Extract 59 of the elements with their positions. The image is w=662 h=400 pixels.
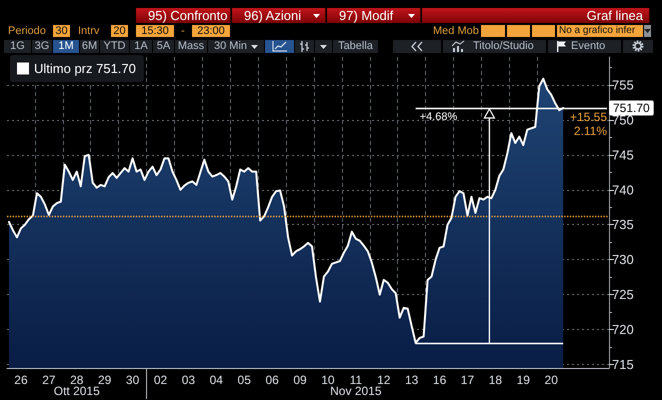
- text: Nov 2015: [330, 384, 382, 398]
- annotation: +4.68%: [420, 111, 458, 124]
- text: 15:30: [136, 24, 174, 37]
- y-tick-label: 745: [612, 147, 634, 162]
- text: Titolo/Studio: [443, 40, 546, 53]
- x-tick-label: 16: [432, 373, 447, 387]
- text: Ott 2015: [54, 384, 100, 398]
- text: -: [180, 24, 186, 37]
- y-tick-label: 725: [612, 287, 634, 302]
- text: 30: [53, 24, 70, 37]
- y-tick-label: 715: [612, 357, 634, 372]
- x-tick-label: 10: [321, 373, 335, 387]
- x-tick-label: 19: [516, 373, 530, 387]
- text: YTD: [100, 40, 129, 53]
- x-tick-label: 27: [42, 373, 56, 387]
- annotation: 2.11%: [574, 124, 608, 138]
- text: Mass: [175, 40, 207, 53]
- x-tick-label: 09: [293, 373, 308, 387]
- text: Intrv: [78, 24, 100, 37]
- x-tick-label: 05: [238, 373, 252, 387]
- x-tick-label: 11: [350, 373, 362, 387]
- text: 97) Modif: [327, 8, 421, 23]
- text: 1G: [4, 40, 31, 53]
- text: 1M: [53, 40, 79, 53]
- annotation: +15.55: [570, 110, 608, 124]
- x-tick-label: 12: [377, 373, 391, 387]
- text: 23:00: [192, 24, 230, 37]
- x-tick-label: 17: [460, 373, 474, 387]
- x-tick-label: 04: [210, 373, 224, 387]
- text: 30 Min: [208, 40, 264, 53]
- text: 96) Azioni: [232, 8, 326, 23]
- text: No a grafico infer: [557, 25, 643, 37]
- y-tick-label: 720: [612, 322, 634, 338]
- x-tick-label: 29: [98, 373, 112, 387]
- text: 95) Confronto: [136, 8, 231, 23]
- y-tick-label: 740: [612, 182, 634, 198]
- text: 3G: [32, 40, 52, 53]
- y-tick-label: 755: [612, 77, 634, 92]
- text: Evento: [548, 40, 621, 53]
- x-tick-label: 28: [70, 373, 84, 387]
- text: Graf linea: [422, 8, 650, 23]
- x-tick-label: 06: [265, 373, 280, 387]
- x-tick-label: 30: [126, 373, 140, 387]
- y-tick-label: 735: [612, 217, 634, 232]
- text: 20: [111, 24, 128, 37]
- x-tick-label: 20: [544, 373, 558, 387]
- x-tick-label: 18: [488, 373, 502, 387]
- text: Tabella: [333, 40, 378, 53]
- x-tick-label: 26: [14, 373, 28, 387]
- text: 5A: [153, 40, 174, 53]
- text: Med Mob: [433, 24, 479, 37]
- y-tick-label: 730: [612, 252, 634, 268]
- text: 6M: [80, 40, 99, 53]
- x-tick-label: 02: [154, 373, 168, 387]
- text: Periodo: [8, 24, 47, 37]
- x-tick-label: 13: [404, 373, 419, 387]
- x-tick-label: 03: [182, 373, 196, 387]
- legend-label: Ultimo prz 751.70: [34, 61, 136, 76]
- text: 1A: [130, 40, 152, 53]
